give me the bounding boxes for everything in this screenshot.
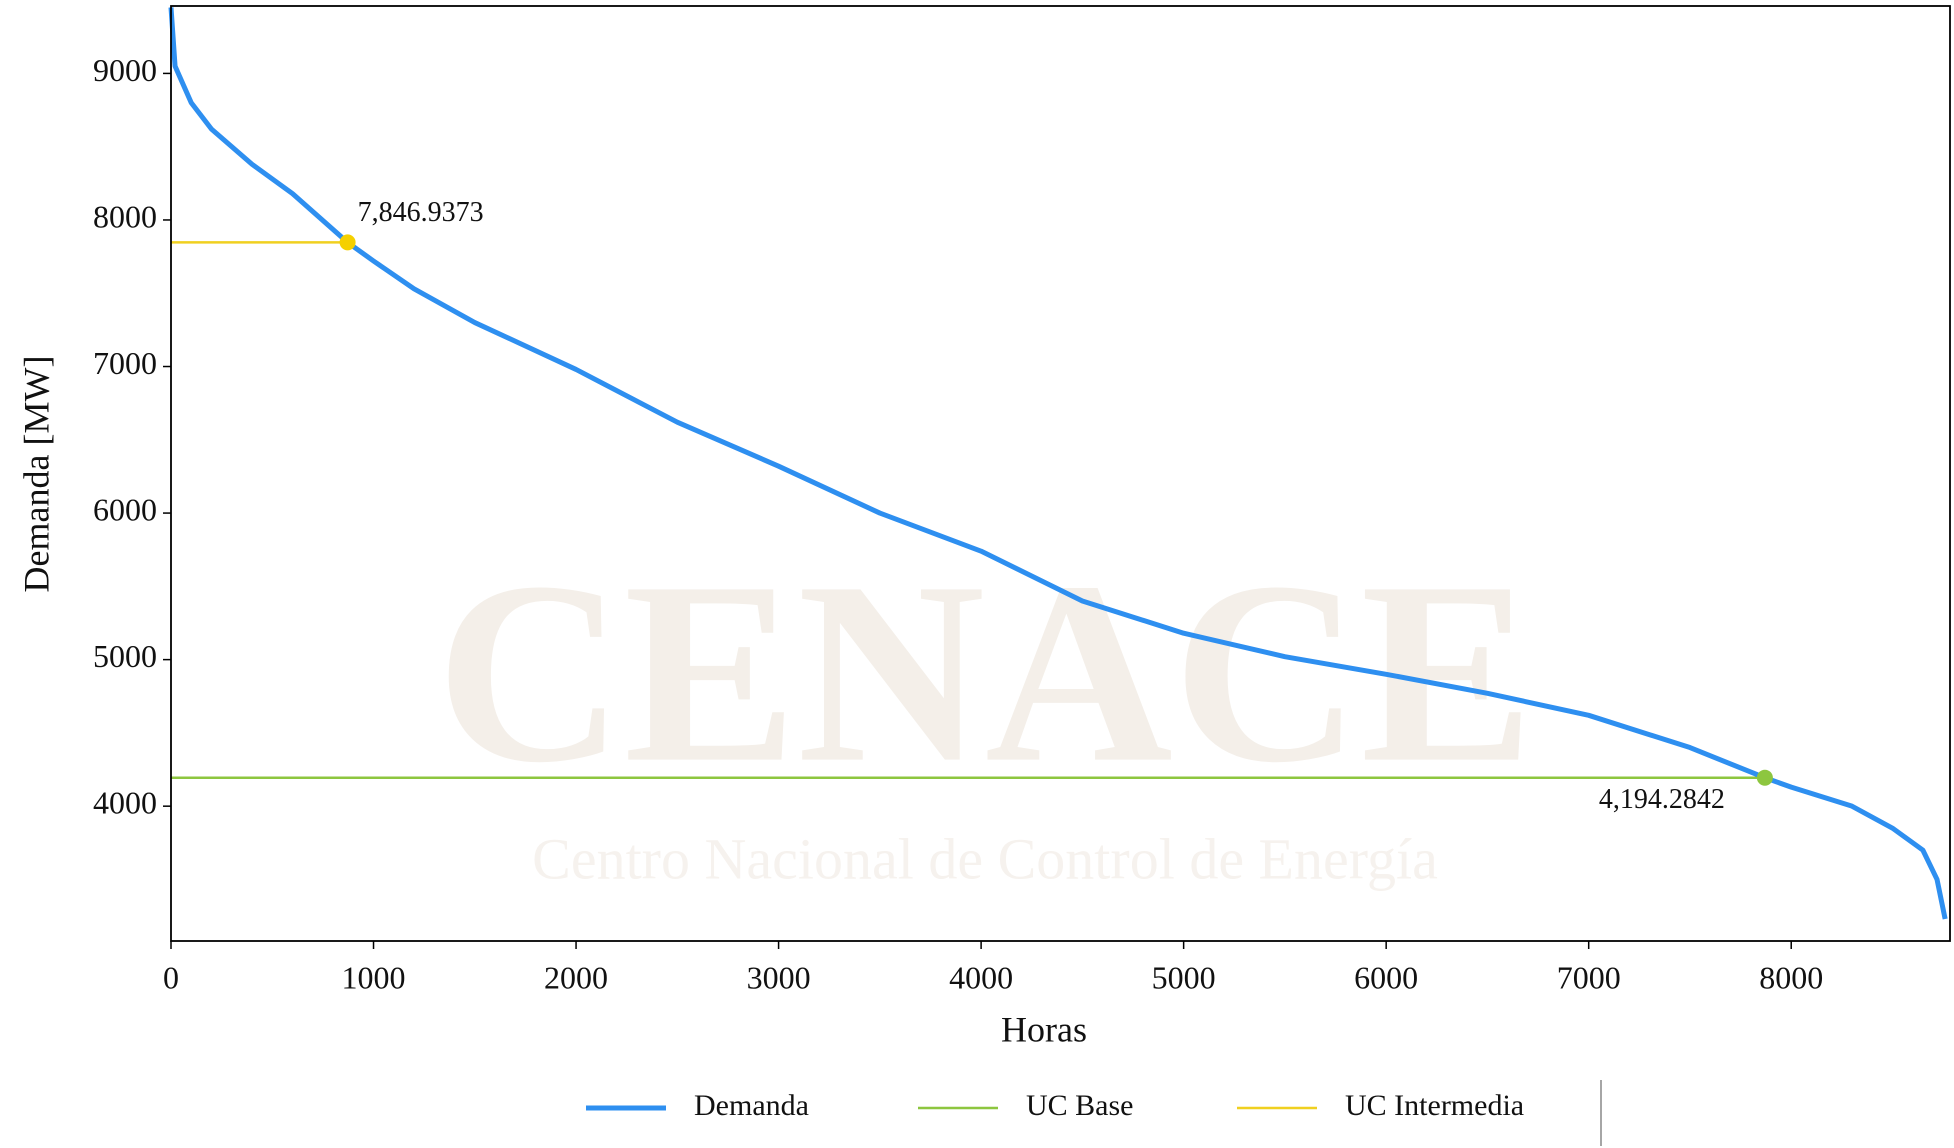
legend-label: Demanda — [694, 1089, 809, 1122]
x-tick-label: 2000 — [544, 959, 608, 995]
x-tick-label: 8000 — [1759, 959, 1823, 995]
legend: Demanda UC Base UC Intermedia — [586, 1080, 1602, 1146]
x-tick-label: 0 — [163, 959, 179, 995]
x-axis-label: Horas — [1001, 1009, 1087, 1049]
legend-label: UC Intermedia — [1345, 1089, 1524, 1122]
point-label: 7,846.9373 — [358, 197, 484, 228]
y-tick-label: 7000 — [93, 345, 157, 381]
x-tick-label: 1000 — [342, 959, 406, 995]
y-tick-label: 5000 — [93, 638, 157, 674]
point-marker — [1756, 769, 1773, 786]
legend-label: UC Base — [1026, 1089, 1134, 1122]
point-marker — [339, 234, 356, 251]
x-tick-label: 6000 — [1354, 959, 1418, 995]
x-tick-label: 7000 — [1557, 959, 1621, 995]
y-axis-label: Demanda [MW] — [16, 356, 56, 593]
y-tick-label: 9000 — [93, 52, 157, 88]
series-line — [168, 7, 1948, 920]
x-tick-label: 4000 — [949, 959, 1013, 995]
axes-frame — [170, 5, 1951, 942]
point-label: 4,194.2842 — [1599, 784, 1725, 815]
x-tick-label: 3000 — [747, 959, 811, 995]
watermark-subtitle: Centro Nacional de Control de Energía — [532, 826, 1438, 891]
y-tick-label: 8000 — [93, 198, 157, 234]
watermark: CENACE Centro Nacional de Control de Ene… — [436, 529, 1534, 892]
y-tick-label: 4000 — [93, 785, 157, 821]
watermark-title: CENACE — [436, 529, 1534, 817]
y-tick-label: 6000 — [93, 491, 157, 527]
x-tick-label: 5000 — [1152, 959, 1216, 995]
